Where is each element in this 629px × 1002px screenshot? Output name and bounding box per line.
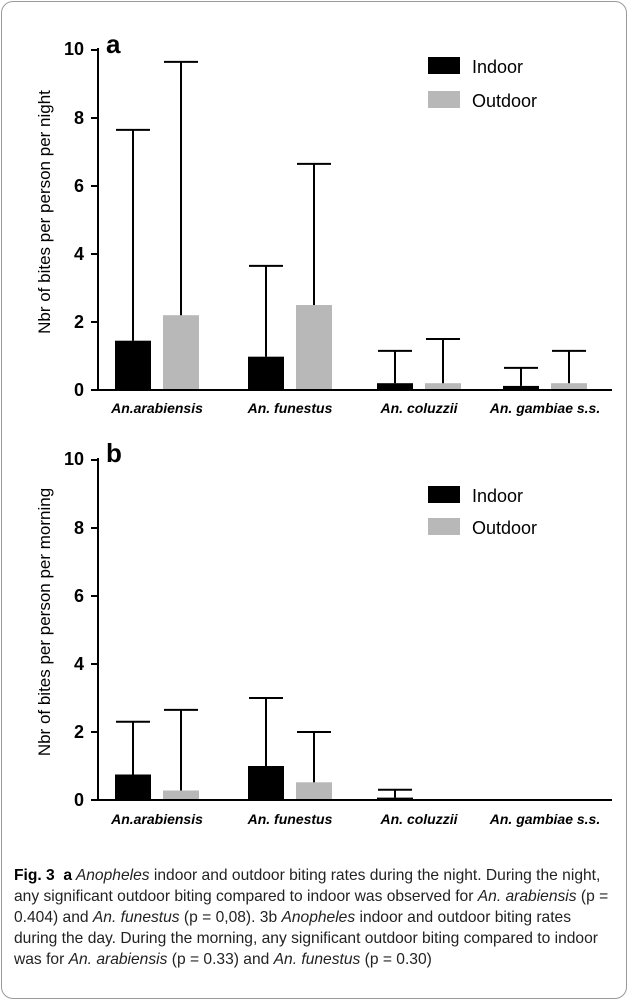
panel-label-b: b [106,438,122,468]
chart-marks-b [115,697,413,800]
chart-panel-b: b Nbr of bites per person per morning 0 … [35,438,612,827]
x-tick-label: An.arabiensis [110,811,203,827]
y-tick-label: 8 [74,518,84,538]
caption-panel-letter-a: a [63,867,73,884]
y-tick-label: 4 [74,244,84,264]
caption-genus: Anopheles [72,867,150,884]
legend-label-indoor: Indoor [472,486,523,506]
chart-marks-a [115,60,587,390]
caption-genus: Anopheles [281,909,356,926]
bar-indoor [248,356,284,390]
bar-indoor [115,774,151,800]
x-tick-label: An. gambiae s.s. [489,811,600,827]
x-tick-labels-a: An.arabiensis An. funestus An. coluzzii … [110,400,600,416]
x-tick-labels-b: An.arabiensis An. funestus An. coluzzii … [110,811,600,827]
legend-label-indoor: Indoor [472,57,523,77]
y-tick-label: 10 [64,449,84,469]
caption-text: indoor and outdoor biting rates during t… [14,867,601,905]
x-tick-label: An. coluzzii [380,400,459,416]
figure-caption: Fig. 3 a Anopheles indoor and outdoor bi… [14,865,618,970]
caption-text: (p = 0.33) and [167,951,274,968]
caption-fig-label: Fig. 3 [14,867,55,884]
legend-label-outdoor: Outdoor [472,91,537,111]
y-axis-label-a: Nbr of bites per person per night [35,90,54,334]
caption-text: (p = 0,08). 3b [179,909,282,926]
caption-text: indoor and outdoor biting rates during t… [14,909,598,968]
bar-indoor [503,385,539,390]
bar-outdoor [551,383,587,390]
x-tick-label: An.arabiensis [110,400,203,416]
caption-species: An. arabiensis [68,951,168,968]
legend-swatch-indoor [428,57,460,74]
legend-a: Indoor Outdoor [428,57,537,111]
bar-outdoor [163,790,199,800]
caption-species: An. arabiensis [477,888,577,905]
caption-species: An. funestus [92,909,180,926]
y-tick-label: 6 [74,586,84,606]
bar-indoor [377,797,413,800]
y-ticks-a: 0 2 4 6 8 10 [64,39,98,400]
y-tick-label: 0 [74,790,84,810]
panel-label-a: a [106,29,121,59]
bar-outdoor [296,305,332,390]
y-tick-label: 8 [74,108,84,128]
bar-indoor [377,383,413,390]
bar-outdoor [425,383,461,390]
caption-text: (p = 0.404) and [14,888,609,926]
y-tick-label: 10 [64,39,84,59]
bar-indoor [248,766,284,800]
bar-outdoor [296,782,332,800]
x-tick-label: An. funestus [247,811,333,827]
y-tick-label: 2 [74,722,84,742]
legend-swatch-indoor [428,486,460,503]
y-tick-label: 2 [74,312,84,332]
bar-outdoor [163,315,199,390]
caption-species: An. funestus [273,951,361,968]
x-tick-label: An. funestus [247,400,333,416]
legend-swatch-outdoor [428,518,460,535]
y-axis-label-b: Nbr of bites per person per morning [35,488,54,756]
y-ticks-b: 0 2 4 6 8 10 [64,449,98,810]
legend-b: Indoor Outdoor [428,486,537,538]
x-tick-label: An. coluzzii [380,811,459,827]
y-tick-label: 0 [74,380,84,400]
bar-indoor [115,340,151,390]
caption-text: (p = 0.30) [360,951,432,968]
legend-label-outdoor: Outdoor [472,518,537,538]
figure-charts: a Nbr of bites per person per night 0 2 … [35,29,612,827]
y-tick-label: 6 [74,176,84,196]
chart-panel-a: a Nbr of bites per person per night 0 2 … [35,29,612,416]
legend-swatch-outdoor [428,91,460,108]
x-tick-label: An. gambiae s.s. [489,400,600,416]
y-tick-label: 4 [74,654,84,674]
